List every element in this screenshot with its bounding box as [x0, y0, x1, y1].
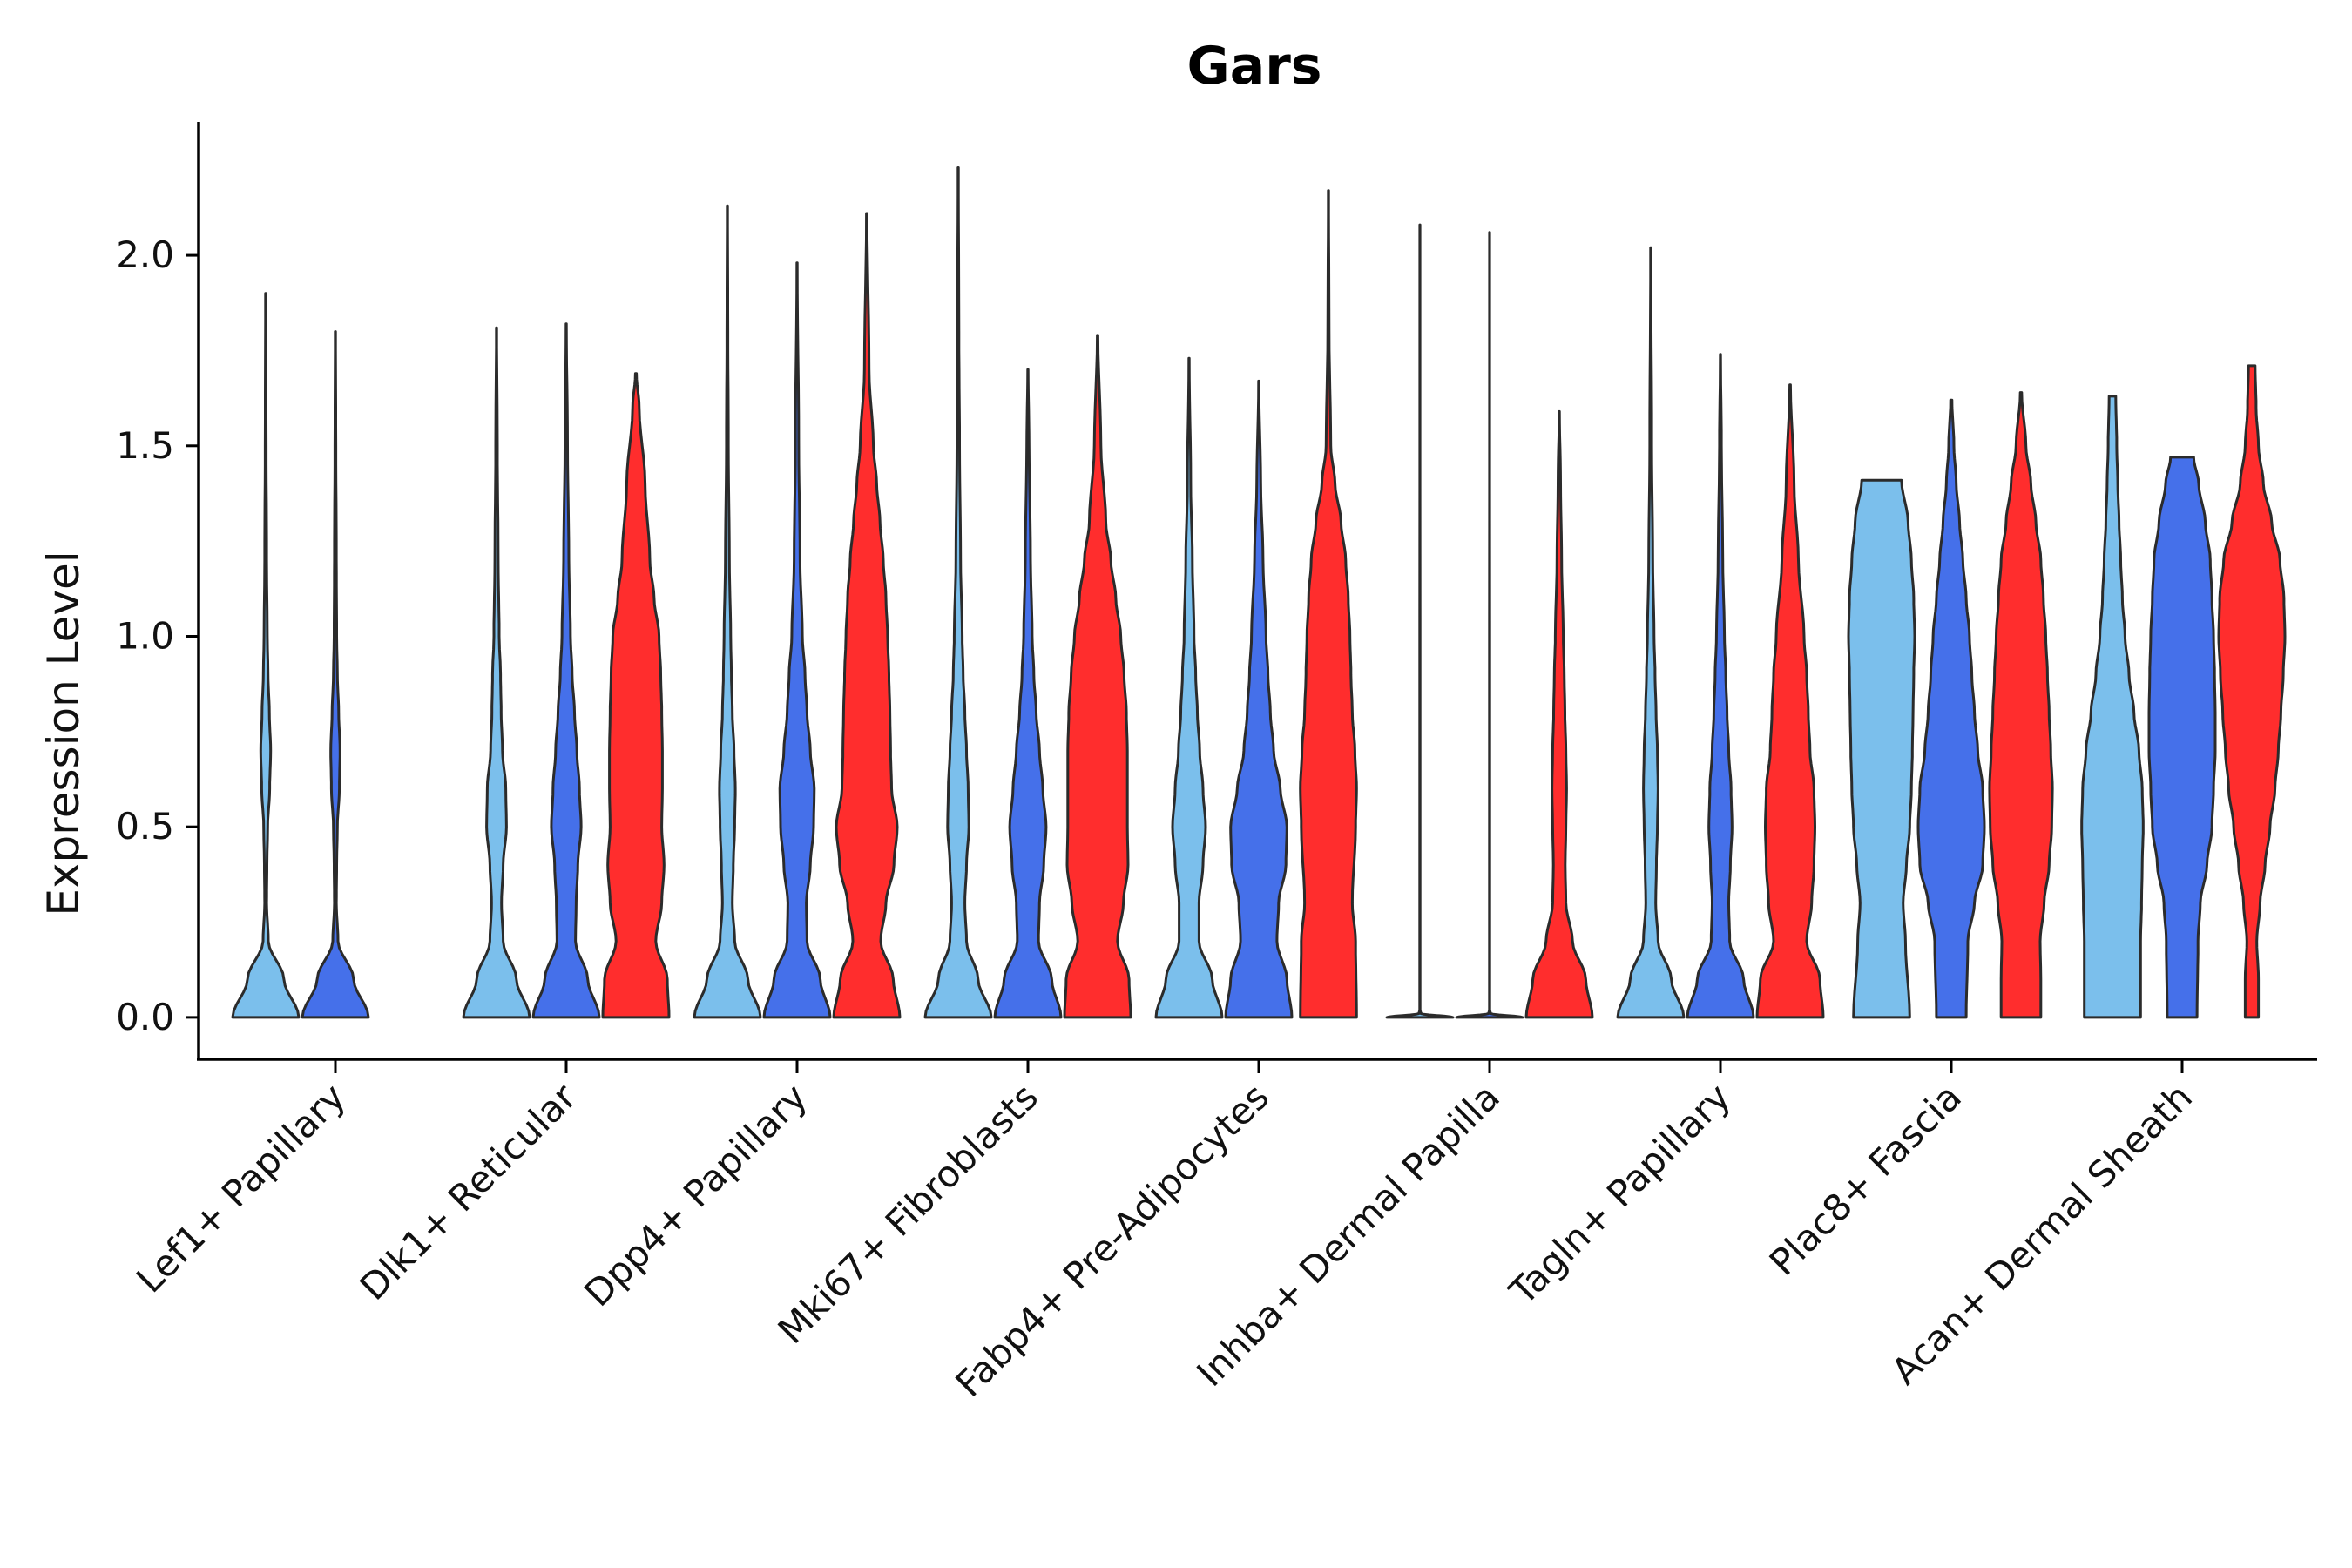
- x-tick-label: Lef1+ Papillary: [128, 1075, 354, 1301]
- x-tick-label: Plac8+ Fascia: [1761, 1075, 1970, 1283]
- violin-2-group-3: [601, 372, 671, 1019]
- violin-8-group-1: [1847, 478, 1916, 1019]
- violin-9-group-3: [2217, 364, 2287, 1019]
- violin-3-group-3: [832, 212, 902, 1019]
- chart-title: Gars: [1186, 36, 1321, 97]
- violin-4-group-2: [993, 368, 1063, 1019]
- violin-7-group-3: [1755, 383, 1825, 1019]
- violin-9-group-1: [2080, 395, 2145, 1019]
- x-tick-label: Dpp4+ Papillary: [576, 1075, 815, 1315]
- x-tick-label: Dlk1+ Reticular: [352, 1075, 585, 1308]
- violin-8-group-3: [1988, 391, 2054, 1019]
- y-tick-label: 0.0: [116, 996, 174, 1038]
- violin-2-group-2: [531, 322, 601, 1019]
- y-tick-label: 2.0: [116, 233, 174, 276]
- violin-5-group-2: [1224, 379, 1294, 1019]
- y-tick-label: 0.5: [116, 805, 174, 848]
- violin-7-group-1: [1616, 246, 1686, 1019]
- y-tick-label: 1.5: [116, 424, 174, 467]
- violin-6-group-2: [1455, 231, 1524, 1019]
- violin-1-group-1: [231, 292, 301, 1019]
- violin-6-group-3: [1524, 409, 1594, 1019]
- violin-4-group-1: [923, 166, 993, 1019]
- x-tick-label: Mki67+ Fibroblasts: [770, 1075, 1046, 1351]
- y-tick-label: 1.0: [116, 614, 174, 657]
- violin-3-group-2: [762, 261, 832, 1019]
- violin-3-group-1: [693, 204, 762, 1019]
- violin-group: [231, 166, 2287, 1019]
- violin-1-group-2: [301, 330, 370, 1019]
- violin-7-group-2: [1686, 353, 1755, 1019]
- violin-9-group-2: [2147, 456, 2217, 1019]
- violin-5-group-1: [1154, 356, 1224, 1019]
- x-tick-label: Tagln+ Papillary: [1501, 1075, 1739, 1313]
- violin-4-group-3: [1063, 334, 1132, 1019]
- violin-8-group-2: [1916, 398, 1986, 1019]
- y-axis-label: Expression Level: [38, 551, 89, 916]
- y-axis-ticks: 0.0 0.5 1.0 1.5 2.0: [116, 233, 199, 1038]
- violin-5-group-3: [1299, 189, 1358, 1019]
- violin-6-group-1: [1385, 223, 1455, 1019]
- violin-2-group-1: [462, 326, 531, 1019]
